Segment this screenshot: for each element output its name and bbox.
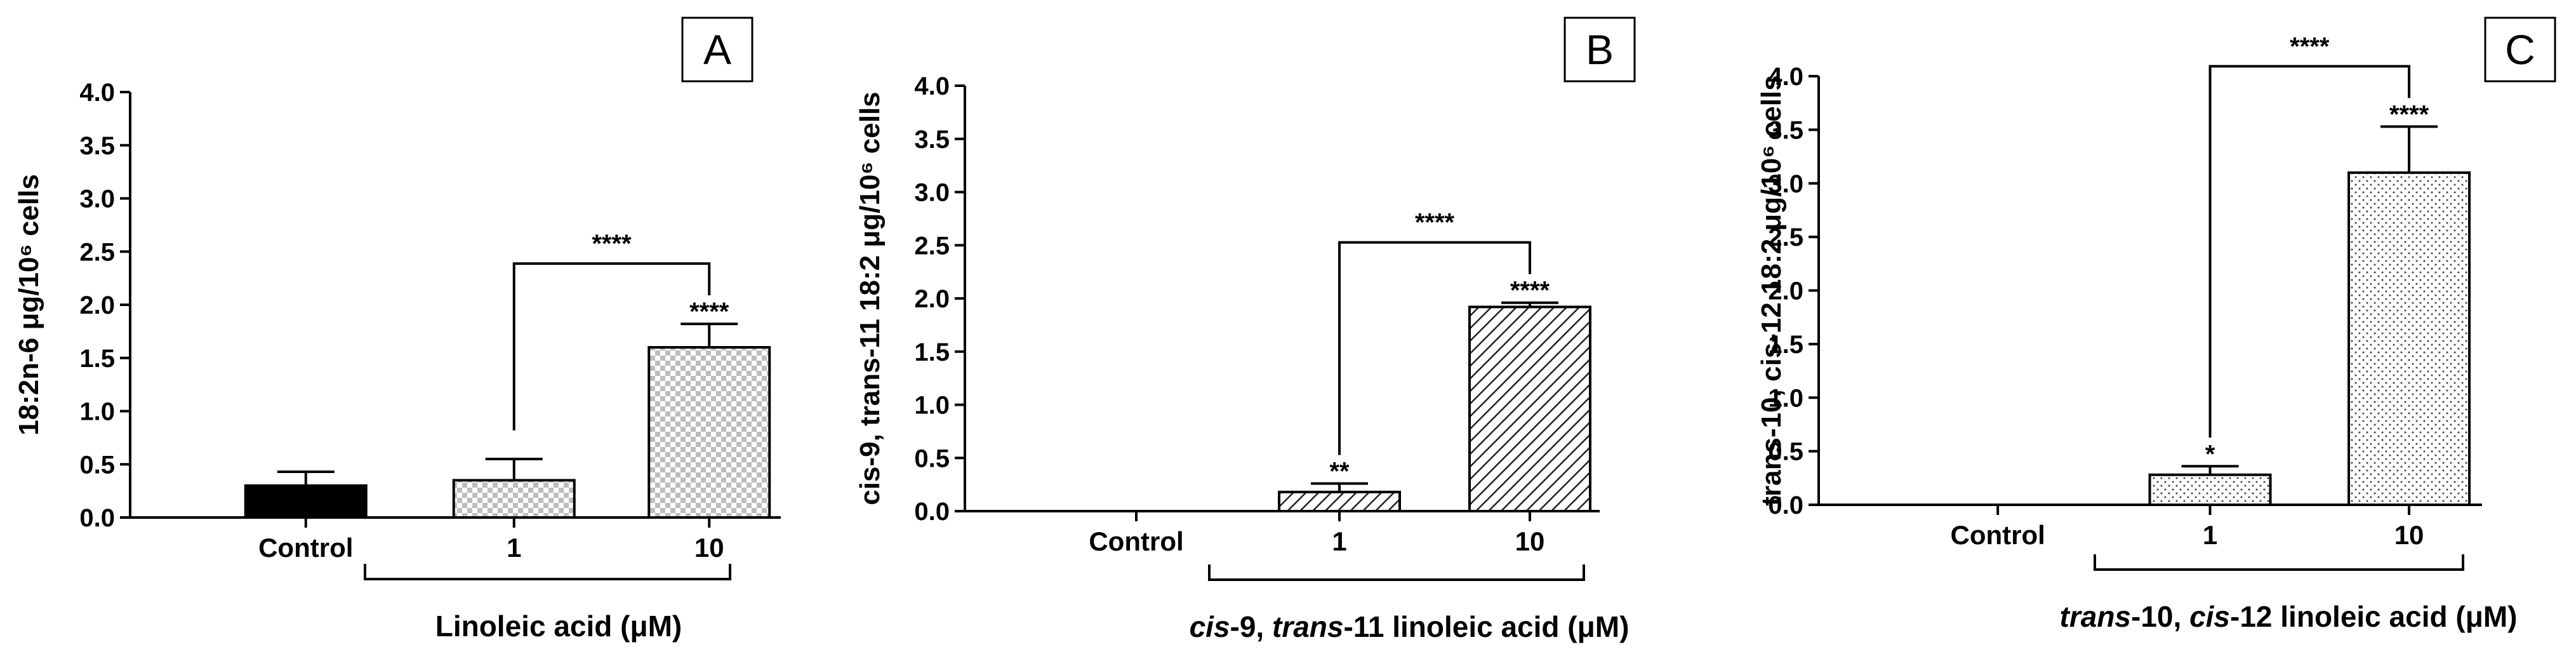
comparison-bracket	[2208, 65, 2411, 438]
y-tick-label: 0.5	[79, 451, 115, 479]
y-tick-label: 0.0	[914, 498, 950, 526]
y-axis-label: trans-10, cis-12 18:2 μg/10⁶ cells	[1756, 75, 1787, 505]
group-bracket	[1208, 564, 1585, 581]
bar	[244, 484, 368, 519]
significance-stars: *	[2205, 440, 2215, 468]
panel-a: 0.0 0.5 1.0 1.5 2.0 2.5 3.0 3.5 4.0 18:2n-6 μg/10…	[13, 17, 781, 643]
y-tick-label: 4.0	[914, 72, 950, 100]
bar	[1278, 490, 1401, 512]
comparison-stars: ****	[2290, 32, 2330, 60]
category-label: Control	[1089, 526, 1183, 556]
y-tick-label: 2.5	[79, 238, 115, 266]
panel-letter-box	[1564, 17, 1636, 83]
y-tick-label: 3.0	[79, 185, 115, 213]
bar	[452, 479, 576, 519]
category-label: 10	[694, 533, 724, 563]
panel-letter: A	[703, 26, 731, 73]
x-axis-label-part: -12 linoleic acid (μM)	[2230, 600, 2517, 633]
comparison-stars: ****	[592, 230, 632, 258]
y-tick-label: 4.0	[79, 79, 115, 107]
y-tick-label: 1.5	[914, 338, 950, 366]
y-tick-label: 1.0	[79, 398, 115, 426]
panel-letter-box	[2484, 17, 2556, 83]
y-tick-label: 1.5	[79, 345, 115, 373]
x-axis-label: cis-9, trans-11 linoleic acid (μM)	[1190, 610, 1630, 643]
bar	[1468, 305, 1591, 512]
bar	[647, 346, 771, 519]
y-tick-label: 0.0	[79, 504, 115, 532]
x-axis-label-part: -9,	[1230, 610, 1272, 643]
y-tick-label: 3.5	[914, 126, 950, 154]
significance-stars: ****	[2389, 100, 2429, 128]
x-axis-label-part: -11 linoleic acid (μM)	[1343, 610, 1629, 643]
y-tick-label: 2.0	[914, 285, 950, 313]
x-axis-label-part: -10,	[2131, 600, 2189, 633]
category-label: 1	[507, 533, 521, 563]
significance-stars: ****	[1510, 277, 1550, 305]
y-tick-label: 2.0	[79, 291, 115, 319]
category-label: Control	[258, 533, 353, 563]
y-tick-label: 1.0	[914, 392, 950, 420]
y-tick-label: 1.5	[1768, 331, 1803, 359]
y-tick-label: 0.5	[1768, 438, 1803, 466]
panel-letter: B	[1586, 26, 1614, 73]
significance-stars: **	[1329, 457, 1350, 485]
category-label: 10	[1515, 526, 1545, 556]
x-axis-label: trans-10, cis-12 linoleic acid (μM)	[2060, 600, 2518, 633]
y-tick-label: 2.5	[1768, 224, 1803, 251]
y-tick-label: 3.0	[914, 179, 950, 207]
category-label: 1	[2203, 520, 2217, 550]
comparison-bracket	[1338, 241, 1531, 455]
comparison-bracket	[512, 262, 711, 431]
x-axis-label-part: trans	[2060, 600, 2131, 633]
y-axis-label: cis-9, trans-11 18:2 μg/10⁶ cells	[854, 91, 886, 505]
x-axis-label-part: cis	[1190, 610, 1230, 643]
y-tick-label: 2.0	[1768, 277, 1803, 305]
y-tick-label: 4.0	[1768, 63, 1803, 91]
bar	[2347, 171, 2471, 506]
bar	[2148, 473, 2272, 506]
significance-stars: ****	[689, 298, 729, 326]
comparison-stars: ****	[1415, 209, 1455, 237]
x-axis-label-part: trans	[1272, 610, 1343, 643]
y-tick-label: 3.5	[79, 132, 115, 160]
panel-letter: C	[2505, 26, 2535, 73]
x-axis-label-part: cis	[2189, 600, 2230, 633]
panel-letter-box	[681, 17, 754, 83]
y-tick-label: 0.5	[914, 444, 950, 472]
y-axis-label: 18:2n-6 μg/10⁶ cells	[13, 174, 44, 436]
panel-b: 0.0 0.5 1.0 1.5 2.0 2.5 3.0 3.5 4.0 cis-9, trans-…	[854, 17, 1636, 643]
group-bracket	[2094, 554, 2464, 571]
y-tick-label: 1.0	[1768, 384, 1803, 412]
group-bracket	[364, 564, 731, 580]
category-label: 1	[1332, 526, 1346, 556]
y-tick-label: 0.0	[1768, 491, 1803, 519]
category-label: 10	[2394, 520, 2424, 550]
x-axis-label: Linoleic acid (μM)	[435, 610, 682, 643]
y-tick-label: 2.5	[914, 232, 950, 260]
category-label: Control	[1951, 520, 2045, 550]
y-tick-label: 3.5	[1768, 116, 1803, 144]
y-tick-label: 3.0	[1768, 170, 1803, 198]
